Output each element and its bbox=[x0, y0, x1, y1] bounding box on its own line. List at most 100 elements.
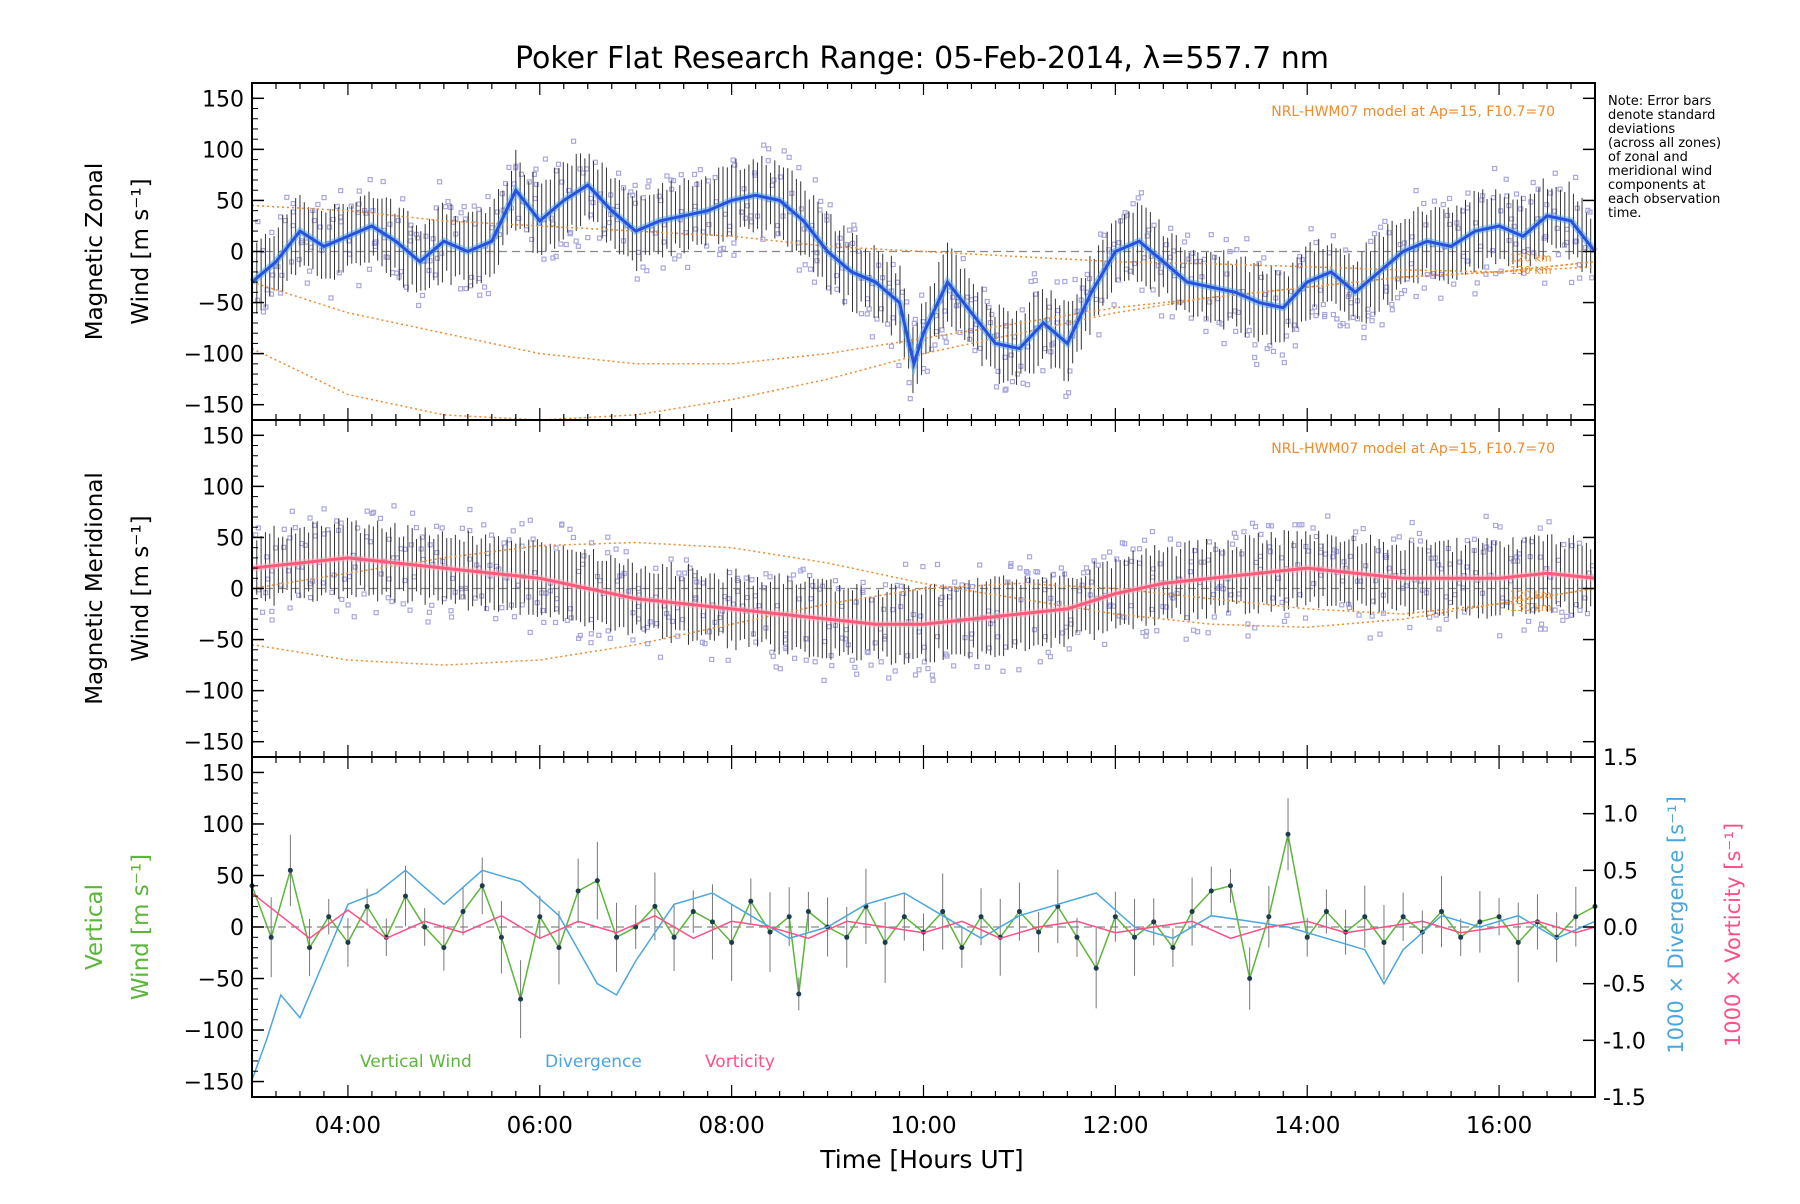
zone-point bbox=[1431, 198, 1438, 204]
zone-point bbox=[1144, 233, 1150, 239]
zone-point bbox=[640, 264, 646, 270]
zone-point bbox=[882, 582, 889, 588]
zone-point bbox=[720, 245, 727, 251]
zone-point bbox=[1573, 174, 1579, 181]
zone-point bbox=[1308, 226, 1314, 232]
zone-point bbox=[652, 230, 658, 236]
zone-point bbox=[1093, 296, 1099, 303]
zone-point bbox=[1283, 333, 1290, 339]
zone-point bbox=[448, 614, 455, 620]
zone-point bbox=[453, 216, 459, 222]
y-tick-label: 0 bbox=[230, 241, 244, 266]
zone-point bbox=[485, 550, 491, 557]
legend-vorticity: Vorticity bbox=[705, 1052, 775, 1072]
zone-point bbox=[634, 276, 640, 282]
zone-point bbox=[1002, 644, 1009, 650]
zone-point bbox=[1223, 236, 1229, 243]
zone-point bbox=[1492, 540, 1498, 546]
zone-point bbox=[1136, 560, 1143, 566]
zone-point bbox=[814, 258, 820, 264]
zone-point bbox=[1008, 561, 1014, 567]
zone-point bbox=[640, 195, 646, 201]
zone-point bbox=[292, 525, 298, 531]
zone-point bbox=[744, 203, 751, 209]
zone-point bbox=[1008, 352, 1014, 358]
zone-point bbox=[345, 602, 351, 608]
zone-point bbox=[1230, 541, 1236, 547]
zone-point bbox=[1292, 522, 1298, 528]
zone-point bbox=[878, 306, 884, 312]
zone-point bbox=[1235, 309, 1241, 316]
zone-point bbox=[1059, 630, 1066, 636]
zone-point bbox=[346, 574, 352, 580]
altitude-label: 120 km bbox=[1510, 589, 1552, 602]
zone-point bbox=[290, 209, 296, 215]
legend-vertical-wind: Vertical Wind bbox=[360, 1052, 472, 1072]
zone-point bbox=[1584, 610, 1591, 617]
zone-point bbox=[1330, 554, 1336, 560]
zone-point bbox=[448, 608, 454, 614]
zone-point bbox=[1370, 311, 1376, 317]
zone-point bbox=[356, 282, 362, 289]
zone-point bbox=[1397, 241, 1403, 248]
zone-point bbox=[664, 173, 670, 179]
zone-point bbox=[796, 596, 802, 602]
zone-point bbox=[540, 607, 546, 614]
zone-point bbox=[1066, 646, 1072, 652]
zone-point bbox=[1016, 667, 1022, 673]
mean-wind-line bbox=[251, 183, 1597, 370]
zone-point bbox=[845, 241, 851, 248]
vertical-wind-point bbox=[767, 929, 773, 935]
zone-point bbox=[1337, 323, 1343, 329]
zone-point bbox=[854, 671, 860, 677]
zone-point bbox=[1379, 322, 1385, 328]
zone-point bbox=[1383, 554, 1389, 560]
zone-point bbox=[1264, 345, 1270, 352]
zone-point bbox=[527, 517, 533, 523]
zone-point bbox=[338, 520, 344, 526]
zone-point bbox=[1436, 626, 1442, 632]
zone-point bbox=[748, 213, 754, 219]
right-tick-label: -1.0 bbox=[1603, 1029, 1646, 1054]
zone-point bbox=[1034, 569, 1041, 575]
zone-point bbox=[1537, 525, 1543, 531]
zone-point bbox=[1150, 287, 1156, 293]
zone-point bbox=[886, 675, 892, 681]
zone-point bbox=[527, 629, 533, 635]
zone-point bbox=[570, 534, 576, 541]
zone-point bbox=[361, 591, 367, 597]
zone-point bbox=[1002, 387, 1008, 393]
vertical-wind-point bbox=[1016, 909, 1022, 915]
zone-point bbox=[942, 334, 948, 340]
zone-point bbox=[1576, 540, 1583, 546]
zone-point bbox=[1299, 257, 1305, 263]
zone-point bbox=[705, 178, 712, 184]
zone-point bbox=[1577, 275, 1583, 281]
zone-point bbox=[427, 542, 433, 548]
zone-point bbox=[553, 545, 559, 551]
zone-point bbox=[842, 636, 848, 642]
zone-point bbox=[1339, 602, 1345, 608]
zone-point bbox=[1203, 328, 1209, 335]
y-tick-label: 100 bbox=[202, 813, 244, 838]
zone-point bbox=[449, 575, 456, 582]
zone-point bbox=[1424, 271, 1430, 278]
zone-point bbox=[1465, 190, 1471, 196]
y-tick-label: 0 bbox=[230, 578, 244, 603]
legend-divergence: Divergence bbox=[545, 1052, 642, 1072]
zone-point bbox=[972, 296, 979, 302]
zone-point bbox=[1479, 197, 1485, 203]
zone-point bbox=[827, 202, 833, 208]
zone-point bbox=[1149, 606, 1155, 613]
zone-point bbox=[1574, 238, 1580, 244]
zone-point bbox=[860, 579, 866, 586]
zone-point bbox=[869, 334, 876, 340]
zone-point bbox=[581, 553, 587, 559]
zone-point bbox=[1377, 224, 1384, 230]
vertical-wind-point bbox=[287, 867, 293, 873]
zone-point bbox=[890, 607, 896, 613]
zone-point bbox=[1012, 639, 1018, 645]
zone-point bbox=[912, 316, 918, 323]
zone-point bbox=[311, 217, 317, 224]
zone-point bbox=[577, 632, 583, 639]
